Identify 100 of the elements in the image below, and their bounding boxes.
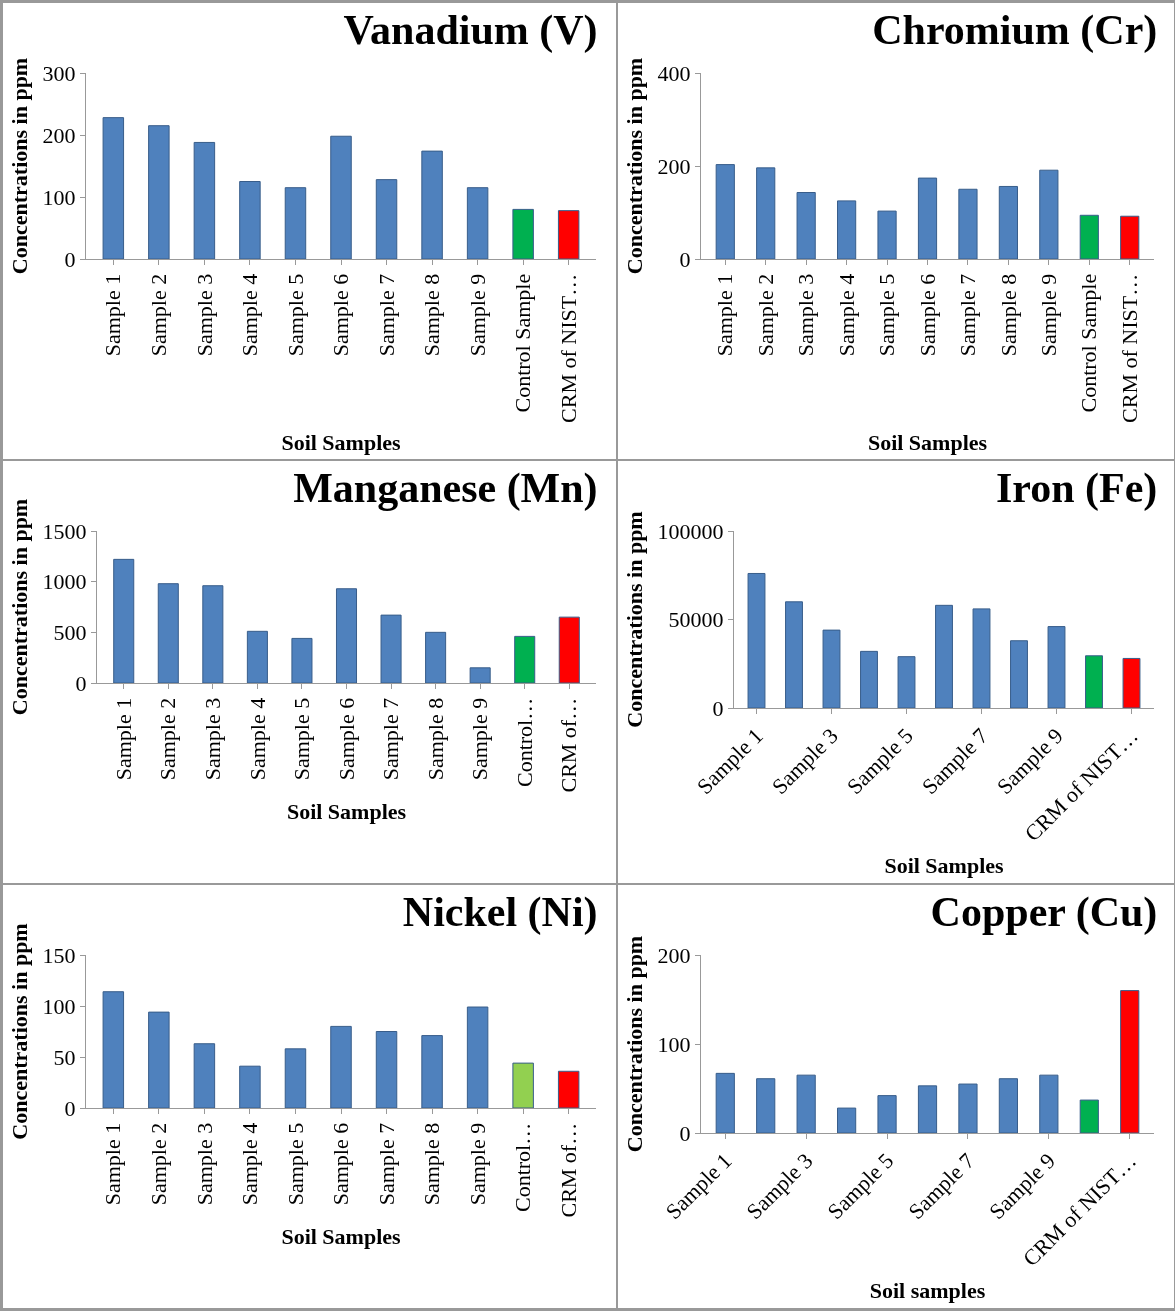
bar: [512, 208, 534, 259]
bar: [1085, 655, 1103, 708]
y-tick-label: 50: [53, 1044, 76, 1070]
x-tick-label: Control…: [511, 697, 537, 788]
x-tick-label: Sample 7: [378, 697, 404, 781]
chart-title: Nickel (Ni): [402, 889, 598, 937]
x-tick-label: Sample 2: [146, 1122, 172, 1206]
bar: [860, 650, 878, 708]
x-tick-label: Sample 8: [419, 273, 445, 357]
bar: [1079, 214, 1099, 259]
bar: [1079, 1099, 1099, 1133]
bar: [1122, 657, 1141, 708]
bar: [102, 117, 125, 259]
bar: [514, 635, 536, 683]
x-axis-title: Soil Samples: [286, 799, 407, 825]
bar: [917, 177, 938, 259]
bar: [935, 604, 953, 708]
x-tick-label: Sample 5: [874, 273, 900, 357]
bar: [877, 1095, 897, 1133]
y-tick-label: 0: [679, 246, 691, 272]
x-tick-label: CRM of NIST…: [555, 273, 581, 423]
x-tick-label: Sample 6: [914, 273, 940, 357]
bar: [1120, 990, 1140, 1133]
x-tick-label: Sample 2: [752, 273, 778, 357]
bar: [113, 558, 135, 683]
y-tick-label: 100: [657, 1031, 691, 1057]
chart-title: Manganese (Mn): [293, 465, 598, 513]
bar: [796, 192, 816, 259]
bar: [330, 1025, 352, 1108]
y-tick-label: 500: [53, 620, 87, 646]
bar: [193, 1043, 216, 1108]
bar: [284, 187, 307, 259]
bar: [1039, 1074, 1059, 1133]
y-tick-label: 0: [64, 1095, 76, 1121]
bar: [284, 1048, 307, 1108]
x-tick-label: Control…: [510, 1122, 536, 1213]
x-axis-title: Soil samples: [869, 1278, 986, 1304]
x-tick-label: Sample 1: [110, 697, 136, 781]
x-tick-label: CRM of…: [555, 1122, 581, 1218]
x-tick-label: Sample 5: [289, 697, 315, 781]
x-tick-label: Sample 3: [199, 697, 225, 781]
bar: [715, 164, 735, 259]
chart-title: Copper (Cu): [930, 889, 1158, 937]
bar: [421, 150, 443, 259]
y-tick-label: 200: [42, 122, 76, 148]
y-tick-label: 300: [42, 60, 76, 86]
y-axis-title: Concentrations in ppm: [622, 57, 648, 275]
bar: [466, 187, 489, 259]
bar: [837, 200, 857, 259]
bar: [557, 1070, 580, 1108]
x-axis-title: Soil Samples: [281, 1224, 402, 1250]
y-tick-label: 0: [64, 246, 76, 272]
x-tick-label: Sample 3: [191, 1122, 217, 1206]
bar: [148, 1011, 170, 1108]
x-tick-label: Sample 9: [1035, 273, 1061, 357]
y-tick-label: 0: [75, 670, 87, 696]
x-tick-label: Sample 8: [995, 273, 1021, 357]
bar: [756, 1078, 776, 1133]
x-tick-label: Sample 5: [282, 273, 308, 357]
y-axis-title: Concentrations in ppm: [622, 511, 648, 728]
x-tick-label: Sample 6: [328, 273, 354, 357]
bar: [958, 188, 978, 259]
y-axis-title: Concentrations in ppm: [7, 57, 33, 275]
bar: [557, 210, 580, 259]
bar: [747, 572, 766, 708]
bar: [1047, 626, 1066, 708]
bar: [877, 210, 897, 259]
x-tick-label: Sample 9: [464, 273, 490, 357]
bar: [1120, 215, 1140, 259]
bar: [375, 1031, 398, 1108]
bar: [466, 1006, 489, 1108]
y-axis-title: Concentrations in ppm: [7, 923, 33, 1140]
x-tick-label: Sample 1: [100, 1122, 126, 1206]
x-tick-label: Sample 8: [422, 697, 448, 781]
bar: [375, 179, 398, 259]
bar: [917, 1085, 938, 1133]
x-tick-label: Sample 4: [833, 273, 859, 357]
bar: [148, 125, 170, 259]
bar: [972, 608, 991, 708]
chart-title: Iron (Fe): [995, 465, 1158, 513]
bar: [756, 167, 776, 259]
x-tick-label: Sample 5: [282, 1122, 308, 1206]
x-tick-label: Sample 9: [464, 1122, 490, 1206]
bar: [837, 1107, 857, 1133]
x-tick-label: Sample 4: [237, 1122, 263, 1206]
bar: [193, 141, 216, 259]
x-tick-label: Sample 1: [100, 273, 126, 357]
y-tick-label: 1000: [42, 569, 87, 595]
bar: [246, 630, 268, 683]
x-tick-label: CRM of NIST…: [1116, 273, 1142, 423]
bar: [512, 1062, 534, 1108]
y-tick-label: 150: [42, 942, 76, 968]
bar: [998, 1078, 1018, 1133]
bar: [330, 135, 352, 259]
bar: [958, 1083, 978, 1133]
y-axis-title: Concentrations in ppm: [7, 498, 33, 716]
y-tick-label: 1500: [42, 518, 87, 544]
x-tick-label: Sample 6: [328, 1122, 354, 1206]
x-tick-label: Sample 7: [955, 273, 981, 357]
x-tick-label: Control Sample: [1076, 273, 1102, 413]
